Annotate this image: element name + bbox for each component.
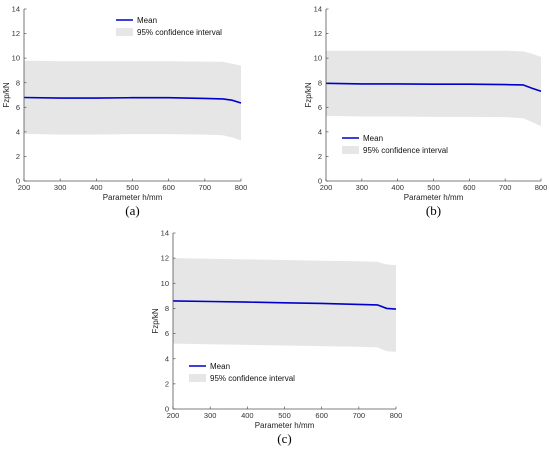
x-tick-label: 800 (535, 183, 548, 192)
y-tick-label: 10 (314, 54, 322, 63)
y-tick-label: 12 (314, 29, 322, 38)
x-tick-label: 500 (126, 183, 139, 192)
x-tick-label: 700 (199, 183, 212, 192)
y-tick-label: 0 (16, 177, 20, 186)
mean-line (172, 300, 397, 310)
confidence-band (24, 60, 241, 141)
x-tick-label: 800 (235, 183, 248, 192)
x-axis-label: Parameter h/mm (103, 193, 163, 202)
y-tick-label: 0 (318, 177, 322, 186)
y-tick-label: 10 (12, 54, 20, 63)
y-tick-label: 8 (318, 78, 322, 87)
y-tick-label: 6 (16, 103, 20, 112)
x-tick-label: 600 (162, 183, 175, 192)
x-tick-label: 300 (356, 183, 369, 192)
x-tick-label: 700 (353, 411, 366, 420)
legend-mean-label: Mean (210, 362, 230, 371)
y-tick-label: 6 (165, 329, 169, 338)
x-tick-label: 400 (241, 411, 254, 420)
chart-panel-1: 200 300 400 500 600 700 800 0 2 4 6 8 10 12 14 Paramete… (2, 5, 247, 218)
y-tick-label: 12 (161, 254, 169, 263)
x-tick-label: 200 (320, 183, 333, 192)
x-tick-label: 200 (18, 183, 31, 192)
x-tick-label: 600 (463, 183, 476, 192)
x-tick-label: 800 (390, 411, 403, 420)
y-tick-label: 14 (314, 5, 322, 14)
y-tick-label: 14 (161, 229, 169, 238)
x-tick-label: 600 (315, 411, 328, 420)
panel-label: (c) (277, 431, 291, 446)
y-tick-label: 4 (165, 354, 169, 363)
x-tick-label: 400 (90, 183, 103, 192)
legend-band-swatch (189, 374, 206, 382)
x-axis-label: Parameter h/mm (404, 193, 464, 202)
x-axis-label: Parameter h/mm (255, 421, 315, 430)
legend-mean-label: Mean (137, 16, 157, 25)
y-tick-label: 14 (12, 5, 20, 14)
legend-mean-label: Mean (363, 134, 383, 143)
y-tick-label: 8 (16, 78, 20, 87)
legend: Mean 95% confidence interval (342, 134, 448, 155)
y-tick-label: 2 (318, 152, 322, 161)
y-tick-label: 4 (318, 127, 322, 136)
y-axis-label: Fzp/kN (304, 82, 313, 108)
confidence-band (173, 258, 396, 352)
y-tick-label: 0 (165, 405, 169, 414)
confidence-band (326, 50, 541, 127)
x-tick-label: 700 (499, 183, 512, 192)
y-axis-label: Fzp/kN (151, 308, 160, 334)
legend-band-label: 95% confidence interval (137, 28, 222, 37)
mean-line (325, 82, 542, 93)
legend-band-label: 95% confidence interval (210, 374, 295, 383)
legend: Mean 95% confidence interval (189, 362, 295, 383)
legend-band-swatch (342, 146, 359, 154)
panel-label: (a) (125, 203, 139, 218)
chart-panel-3: 200 300 400 500 600 700 800 0 2 4 6 8 10 12 14 Paramete… (151, 229, 402, 446)
x-tick-label: 500 (278, 411, 291, 420)
x-tick-label: 200 (167, 411, 180, 420)
y-tick-label: 8 (165, 304, 169, 313)
chart-panel-2: 200 300 400 500 600 700 800 0 2 4 6 8 10 12 14 Paramete… (304, 5, 547, 218)
panel-label: (b) (426, 203, 441, 218)
y-tick-label: 10 (161, 279, 169, 288)
x-tick-label: 300 (54, 183, 67, 192)
y-tick-label: 12 (12, 29, 20, 38)
x-tick-label: 300 (204, 411, 217, 420)
y-tick-label: 2 (165, 379, 169, 388)
legend-band-label: 95% confidence interval (363, 146, 448, 155)
legend-band-swatch (116, 28, 133, 36)
y-tick-label: 4 (16, 127, 20, 136)
legend: Mean 95% confidence interval (116, 16, 222, 37)
x-tick-label: 400 (391, 183, 404, 192)
y-axis-label: Fzp/kN (2, 82, 11, 108)
y-tick-label: 6 (318, 103, 322, 112)
x-tick-label: 500 (427, 183, 440, 192)
y-tick-label: 2 (16, 152, 20, 161)
mean-line (23, 96, 242, 104)
